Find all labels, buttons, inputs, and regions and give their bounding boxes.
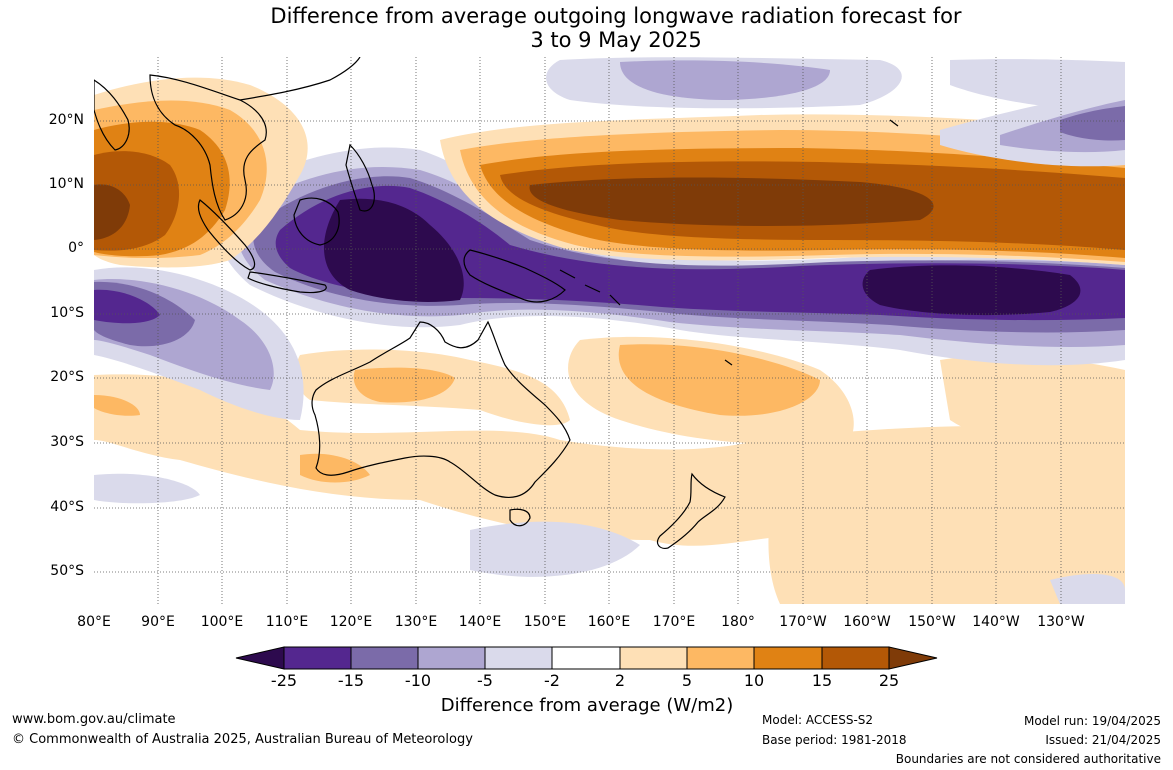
lon-label-130w: 130°W xyxy=(1037,614,1085,630)
lat-label-40s: 40°S xyxy=(50,499,84,515)
colorbar-tick: 25 xyxy=(878,671,900,690)
colorbar-tick: -25 xyxy=(270,671,298,690)
bom-url[interactable]: www.bom.gov.au/climate xyxy=(12,712,176,727)
lon-label-170e: 170°E xyxy=(652,614,696,630)
tasmania-coast xyxy=(509,508,531,527)
lon-label-130e: 130°E xyxy=(394,614,438,630)
java-coast xyxy=(247,271,327,294)
colorbar-tick: 15 xyxy=(811,671,833,690)
australia-coast xyxy=(311,320,571,498)
lon-label-160e: 160°E xyxy=(587,614,631,630)
title-line-1: Difference from average outgoing longwav… xyxy=(270,4,962,28)
model-run-date: Model run: 19/04/2025 xyxy=(1023,714,1161,728)
lat-label-10n: 10°N xyxy=(48,176,84,192)
lon-label-110e: 110°E xyxy=(265,614,309,630)
lon-label-150w: 150°W xyxy=(908,614,956,630)
lat-label-0: 0° xyxy=(68,240,84,256)
india-coast xyxy=(94,79,130,151)
lon-label-150e: 150°E xyxy=(523,614,567,630)
boundaries-disclaimer: Boundaries are not considered authoritat… xyxy=(895,752,1161,766)
colorbar-tick: 10 xyxy=(743,671,765,690)
colorbar-tick: 5 xyxy=(681,671,693,690)
new-zealand-coast xyxy=(656,472,726,549)
model-name: Model: ACCESS-S2 xyxy=(762,713,874,727)
lon-label-180: 180° xyxy=(721,614,755,630)
lon-label-100e: 100°E xyxy=(200,614,244,630)
title-line-2: 3 to 9 May 2025 xyxy=(530,28,702,52)
lat-label-50s: 50°S xyxy=(50,563,84,579)
sumatra-coast xyxy=(197,199,256,271)
pacific-islands xyxy=(559,119,899,366)
lon-label-140e: 140°E xyxy=(458,614,502,630)
chart-title: Difference from average outgoing longwav… xyxy=(0,4,1173,52)
coastlines xyxy=(94,57,899,549)
lat-label-20s: 20°S xyxy=(50,369,84,385)
colorbar-tick: -2 xyxy=(544,671,560,690)
lat-label-30s: 30°S xyxy=(50,434,84,450)
base-period: Base period: 1981-2018 xyxy=(762,733,907,747)
new-guinea-coast xyxy=(463,249,566,303)
philippines-coast xyxy=(345,143,375,212)
colorbar-label: Difference from average (W/m2) xyxy=(440,695,734,716)
china-coast xyxy=(239,57,361,101)
colorbar-tick: 2 xyxy=(614,671,626,690)
colorbar-tick: -5 xyxy=(477,671,493,690)
colorbar-tick: -10 xyxy=(404,671,432,690)
graticule xyxy=(94,57,1125,604)
lon-label-170w: 170°W xyxy=(779,614,827,630)
lat-label-10s: 10°S xyxy=(50,305,84,321)
colorbar-tick: -15 xyxy=(337,671,365,690)
lon-label-120e: 120°E xyxy=(329,614,373,630)
lon-label-80e: 80°E xyxy=(77,614,111,630)
anomaly-shading xyxy=(94,57,1125,604)
lon-label-160w: 160°W xyxy=(843,614,891,630)
borneo-coast xyxy=(293,197,340,246)
lon-label-90e: 90°E xyxy=(141,614,175,630)
copyright-text: © Commonwealth of Australia 2025, Austra… xyxy=(12,732,473,747)
lon-label-140w: 140°W xyxy=(972,614,1020,630)
issued-date: Issued: 21/04/2025 xyxy=(1045,733,1161,747)
lat-label-20n: 20°N xyxy=(48,112,84,128)
